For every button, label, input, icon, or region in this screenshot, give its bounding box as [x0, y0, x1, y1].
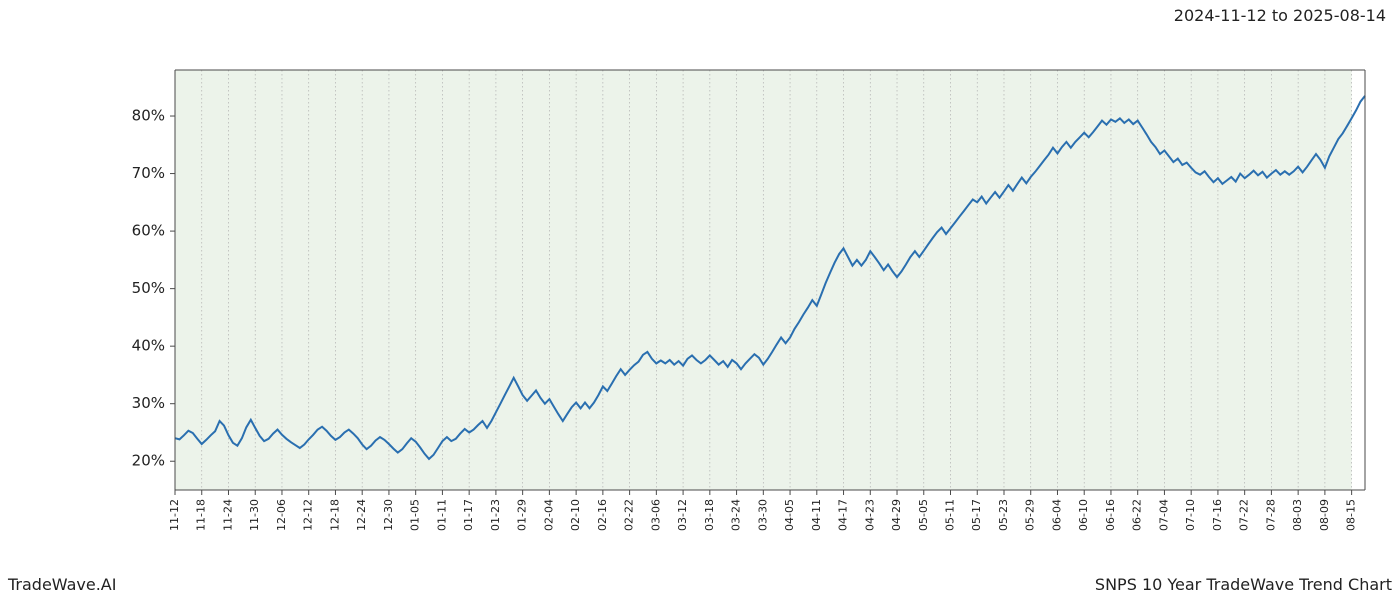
y-tick-label: 40%	[132, 337, 165, 355]
x-tick-label: 05-05	[917, 499, 930, 531]
x-tick-label: 11-24	[221, 499, 234, 531]
x-tick-label: 05-17	[970, 499, 983, 531]
x-tick-label: 02-16	[596, 499, 609, 531]
x-tick-label: 02-10	[569, 499, 582, 531]
x-tick-label: 12-24	[355, 499, 368, 531]
x-tick-label: 06-04	[1050, 499, 1063, 531]
x-tick-label: 11-12	[168, 499, 181, 531]
x-tick-label: 06-16	[1104, 499, 1117, 531]
y-tick-label: 80%	[132, 107, 165, 125]
x-tick-label: 08-15	[1345, 499, 1358, 531]
x-tick-label: 07-10	[1184, 499, 1197, 531]
x-tick-label: 05-29	[1024, 499, 1037, 531]
x-tick-label: 05-11	[944, 499, 957, 531]
y-tick-label: 50%	[132, 279, 165, 297]
y-tick-label: 60%	[132, 222, 165, 240]
x-tick-label: 02-04	[542, 499, 555, 531]
x-tick-label: 04-11	[810, 499, 823, 531]
x-tick-label: 11-18	[195, 499, 208, 531]
trend-chart: 20% 30% 40% 50% 60% 70% 80% 11-12 11-18 11-24 11-3…	[0, 0, 1400, 600]
y-tick-label: 70%	[132, 164, 165, 182]
x-tick-label: 05-23	[997, 499, 1010, 531]
x-tick-label: 04-17	[837, 499, 850, 531]
x-tick-label: 11-30	[248, 499, 261, 531]
x-tick-label: 01-11	[435, 499, 448, 531]
x-tick-label: 02-22	[623, 499, 636, 531]
x-tick-label: 04-23	[863, 499, 876, 531]
x-tick-label: 08-09	[1318, 499, 1331, 531]
x-tick-label: 01-17	[462, 499, 475, 531]
x-tick-label: 03-12	[676, 499, 689, 531]
x-tick-label: 12-18	[328, 499, 341, 531]
x-tick-label: 07-04	[1157, 499, 1170, 531]
x-tick-label: 03-24	[730, 499, 743, 531]
x-tick-label: 07-16	[1211, 499, 1224, 531]
x-tick-label: 06-10	[1077, 499, 1090, 531]
x-tick-label: 01-29	[516, 499, 529, 531]
x-tick-label: 03-06	[649, 499, 662, 531]
y-tick-label: 30%	[132, 394, 165, 412]
x-tick-label: 07-22	[1238, 499, 1251, 531]
x-tick-label: 04-05	[783, 499, 796, 531]
x-tick-label: 03-18	[703, 499, 716, 531]
x-tick-label: 06-22	[1131, 499, 1144, 531]
x-tick-label: 12-30	[382, 499, 395, 531]
x-tick-label: 08-03	[1291, 499, 1304, 531]
x-tick-label: 03-30	[756, 499, 769, 531]
x-tick-label: 01-05	[409, 499, 422, 531]
y-tick-label: 20%	[132, 452, 165, 470]
x-tick-label: 12-06	[275, 499, 288, 531]
x-tick-label: 04-29	[890, 499, 903, 531]
x-tick-label: 01-23	[489, 499, 502, 531]
x-tick-label: 12-12	[302, 499, 315, 531]
x-tick-label: 07-28	[1264, 499, 1277, 531]
